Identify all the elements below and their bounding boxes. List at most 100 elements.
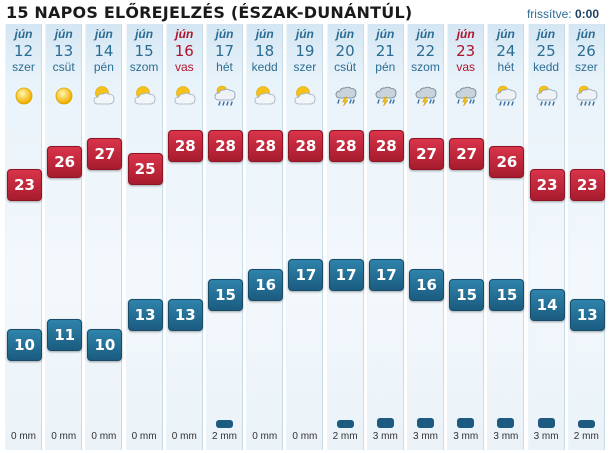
precipitation-label: 3 mm xyxy=(533,431,559,442)
weekday-label: szer xyxy=(12,60,35,74)
month-label: jún xyxy=(215,27,234,41)
weekday-label: vas xyxy=(174,60,194,74)
header: 15 NAPOS ELŐREJELZÉS (ÉSZAK-DUNÁNTÚL) fr… xyxy=(0,0,611,26)
min-temp-badge: 17 xyxy=(328,259,364,291)
month-label: jún xyxy=(336,27,355,41)
day-header: jún 12 szer xyxy=(5,24,42,80)
min-temp-badge: 10 xyxy=(87,329,123,361)
forecast-grid: jún 12 szer 23 10 0 mm jún 13 csüt 26 11 0 mm jún 14 p… xyxy=(5,24,608,450)
column-background xyxy=(246,24,284,450)
day-header: jún 17 hét xyxy=(206,24,243,80)
precipitation-bar xyxy=(457,418,475,428)
month-label: jún xyxy=(14,27,33,41)
precipitation-bar xyxy=(417,418,434,428)
precipitation-label: 0 mm xyxy=(131,431,157,442)
min-temp-badge: 16 xyxy=(248,269,284,301)
min-temp-badge: 17 xyxy=(288,259,324,291)
partly-cloudy-icon xyxy=(132,84,158,108)
day-column: jún 20 csüt 28 17 2 mm xyxy=(326,24,364,450)
day-number: 19 xyxy=(295,42,315,60)
day-header: jún 21 pén xyxy=(367,24,404,80)
day-number: 12 xyxy=(13,42,34,60)
sun-icon xyxy=(51,84,77,108)
month-label: jún xyxy=(54,27,73,41)
min-temp-badge: 17 xyxy=(368,259,404,291)
month-label: jún xyxy=(376,27,395,41)
cloud-rain-icon xyxy=(212,84,238,108)
precipitation-label: 0 mm xyxy=(11,431,36,442)
day-column: jún 25 kedd 23 14 3 mm xyxy=(527,24,565,450)
max-temp-badge: 23 xyxy=(529,169,565,201)
min-temp-badge: 13 xyxy=(569,299,605,331)
min-temp-badge: 13 xyxy=(167,299,203,331)
min-temp-badge: 15 xyxy=(449,279,485,311)
day-number: 22 xyxy=(415,42,436,60)
day-column: jún 17 hét 28 15 2 mm xyxy=(206,24,243,450)
day-column: jún 16 vas 28 13 0 mm xyxy=(165,24,203,450)
max-temp-badge: 27 xyxy=(409,137,444,170)
cloud-rain-icon xyxy=(574,84,600,108)
precipitation-bar xyxy=(577,420,595,428)
month-label: jún xyxy=(577,27,596,41)
day-header: jún 22 szom xyxy=(407,24,444,80)
day-header: jún 24 hét xyxy=(487,24,524,80)
thunderstorm-icon xyxy=(373,84,399,108)
weekday-label: csüt xyxy=(52,60,75,74)
max-temp-badge: 28 xyxy=(328,130,364,162)
day-number: 16 xyxy=(174,42,194,60)
max-temp-badge: 27 xyxy=(87,137,123,170)
precipitation-bar xyxy=(336,420,354,428)
day-number: 24 xyxy=(496,42,516,60)
thunderstorm-icon xyxy=(453,84,479,108)
month-label: jún xyxy=(255,27,274,41)
weekday-label: csüt xyxy=(334,60,357,74)
day-number: 15 xyxy=(134,42,154,60)
partly-cloudy-icon xyxy=(172,84,198,108)
precipitation-label: 3 mm xyxy=(453,431,479,442)
min-temp-badge: 10 xyxy=(7,329,42,361)
partly-cloudy-icon xyxy=(292,84,318,108)
day-header: jún 25 kedd xyxy=(528,24,565,80)
thunderstorm-icon xyxy=(413,84,439,108)
month-label: jún xyxy=(94,27,113,41)
month-label: jún xyxy=(456,27,475,41)
cloud-rain-icon xyxy=(534,84,560,108)
day-header: jún 23 vas xyxy=(447,24,484,80)
updated-value: 0:00 xyxy=(574,7,599,21)
weekday-label: szom xyxy=(129,60,159,74)
precipitation-label: 0 mm xyxy=(252,431,278,442)
day-number: 26 xyxy=(576,42,596,60)
sun-icon xyxy=(11,84,37,108)
day-number: 20 xyxy=(335,42,355,60)
precipitation-label: 0 mm xyxy=(91,431,117,442)
weekday-label: kedd xyxy=(533,60,560,74)
month-label: jún xyxy=(295,27,314,41)
weekday-label: szer xyxy=(293,60,317,74)
day-header: jún 16 vas xyxy=(166,24,203,80)
precipitation-bar xyxy=(376,418,394,428)
day-header: jún 26 szer xyxy=(568,24,605,80)
partly-cloudy-icon xyxy=(91,84,117,108)
month-label: jún xyxy=(416,27,435,41)
day-column: jún 19 szer 28 17 0 mm xyxy=(286,24,324,450)
day-header: jún 19 szer xyxy=(286,24,323,80)
max-temp-badge: 28 xyxy=(248,130,284,162)
partly-cloudy-icon xyxy=(252,84,278,108)
weekday-label: pén xyxy=(93,60,114,74)
precipitation-bar xyxy=(537,418,555,428)
day-number: 23 xyxy=(456,42,476,60)
precipitation-label: 2 mm xyxy=(212,431,237,442)
day-column: jún 26 szer 23 13 2 mm xyxy=(567,24,605,450)
day-number: 18 xyxy=(255,42,275,60)
day-header: jún 13 csüt xyxy=(45,24,82,80)
max-temp-badge: 28 xyxy=(368,130,404,162)
precipitation-label: 3 mm xyxy=(413,431,438,442)
weekday-label: kedd xyxy=(251,60,278,74)
precipitation-bar xyxy=(497,418,515,428)
max-temp-badge: 28 xyxy=(208,130,243,162)
day-column: jún 14 pén 27 10 0 mm xyxy=(85,24,123,450)
weekday-label: pén xyxy=(375,60,396,74)
day-column: jún 22 szom 27 16 3 mm xyxy=(407,24,444,450)
month-label: jún xyxy=(175,27,194,41)
min-temp-badge: 11 xyxy=(47,319,83,351)
